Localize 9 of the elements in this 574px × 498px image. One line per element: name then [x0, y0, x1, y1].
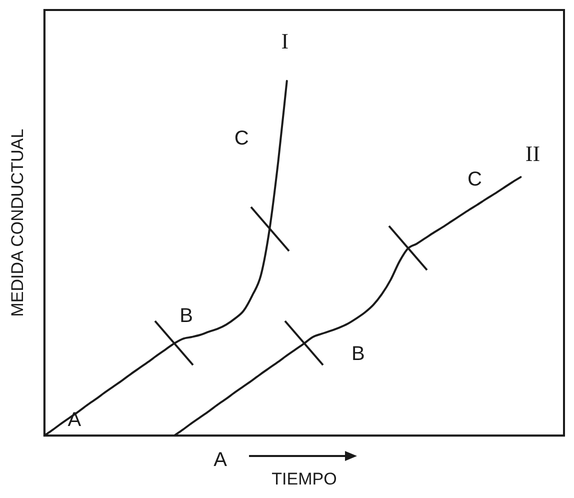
- annotation: B: [351, 343, 365, 366]
- y-axis-title: MEDIDA CONDUCTUAL: [8, 128, 27, 317]
- series-label: II: [525, 140, 540, 166]
- annotation: B: [180, 305, 193, 328]
- series-label: I: [281, 28, 289, 54]
- annotation: C: [234, 128, 249, 150]
- x-axis-title: TIEMPO: [272, 469, 337, 488]
- text: A: [214, 449, 228, 472]
- annotation: C: [468, 168, 482, 191]
